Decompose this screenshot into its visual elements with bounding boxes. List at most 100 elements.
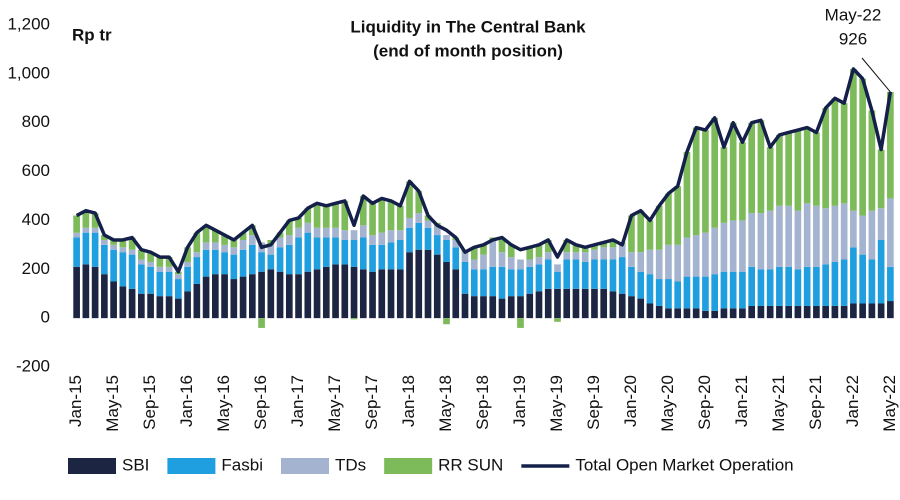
bar bbox=[628, 252, 635, 267]
bar bbox=[230, 279, 238, 319]
bar bbox=[332, 227, 339, 238]
bar bbox=[276, 271, 284, 319]
bar bbox=[822, 264, 829, 306]
x-tick-label: Sep-20 bbox=[695, 375, 714, 430]
x-tick-label: May-22 bbox=[880, 375, 899, 432]
bar bbox=[248, 235, 256, 245]
x-tick-label: Sep-16 bbox=[251, 375, 270, 430]
bar bbox=[887, 301, 894, 319]
bar bbox=[591, 288, 598, 319]
legend-item: Fasbi bbox=[167, 455, 263, 474]
bar bbox=[646, 249, 654, 275]
y-tick-label: 0 bbox=[41, 308, 50, 327]
bar bbox=[175, 274, 182, 280]
bar bbox=[739, 308, 746, 319]
bar bbox=[341, 200, 349, 231]
bar bbox=[498, 252, 506, 267]
bar bbox=[822, 108, 829, 209]
bar bbox=[295, 227, 302, 238]
bar bbox=[480, 244, 487, 255]
bar bbox=[165, 257, 173, 267]
bar bbox=[563, 239, 571, 253]
bar bbox=[840, 103, 848, 204]
legend-swatch bbox=[167, 458, 216, 474]
legend-item: SBI bbox=[68, 455, 149, 474]
bar bbox=[628, 296, 635, 319]
bar bbox=[572, 252, 580, 260]
bar bbox=[369, 271, 376, 319]
bar bbox=[850, 210, 857, 248]
bar bbox=[138, 293, 145, 319]
bar bbox=[674, 244, 682, 282]
bar bbox=[628, 215, 635, 253]
bar bbox=[156, 296, 164, 319]
bar bbox=[766, 269, 774, 306]
bar bbox=[313, 269, 321, 319]
bar bbox=[572, 288, 580, 319]
legend-label: Fasbi bbox=[221, 455, 263, 474]
bar bbox=[757, 269, 765, 306]
bar bbox=[350, 230, 358, 240]
bar bbox=[184, 261, 191, 267]
bar bbox=[683, 237, 691, 277]
bar bbox=[859, 303, 866, 319]
bar bbox=[82, 227, 90, 233]
bar bbox=[230, 239, 238, 248]
y-tick-label: 800 bbox=[22, 112, 50, 131]
bar bbox=[813, 132, 820, 206]
bar bbox=[91, 232, 99, 267]
bar bbox=[831, 261, 839, 306]
bar bbox=[683, 308, 691, 319]
bar bbox=[803, 266, 811, 306]
bar bbox=[443, 318, 450, 325]
bar bbox=[470, 259, 478, 270]
bar bbox=[489, 239, 497, 267]
bar bbox=[322, 237, 330, 267]
bar bbox=[702, 232, 709, 277]
bar bbox=[221, 274, 228, 319]
bar bbox=[766, 210, 774, 270]
bar bbox=[748, 213, 755, 267]
x-tick-label: Sep-19 bbox=[584, 375, 603, 430]
x-tick-label: May-19 bbox=[547, 375, 566, 432]
x-tick-label: May-15 bbox=[103, 375, 122, 432]
bar bbox=[304, 222, 312, 233]
bar bbox=[202, 276, 210, 319]
bar bbox=[322, 205, 330, 228]
bar bbox=[415, 213, 423, 223]
bar bbox=[794, 269, 802, 306]
bar bbox=[128, 254, 136, 289]
bar bbox=[748, 122, 755, 214]
bar bbox=[554, 318, 561, 322]
bar bbox=[572, 244, 580, 253]
bar bbox=[572, 259, 580, 289]
bar bbox=[248, 225, 256, 236]
bar bbox=[128, 237, 136, 250]
bar bbox=[711, 310, 719, 319]
bar bbox=[785, 266, 792, 306]
bar bbox=[212, 242, 219, 250]
bar bbox=[350, 239, 358, 267]
bar bbox=[267, 244, 275, 255]
bar bbox=[258, 271, 265, 319]
legend-label: Total Open Market Operation bbox=[575, 455, 793, 474]
bar bbox=[739, 220, 746, 272]
bar bbox=[359, 269, 367, 319]
bar bbox=[766, 305, 774, 319]
bar bbox=[156, 257, 164, 267]
bar bbox=[859, 78, 866, 216]
bar bbox=[489, 296, 497, 319]
bar bbox=[748, 266, 755, 306]
bar bbox=[138, 259, 145, 265]
bar bbox=[526, 259, 534, 267]
bar bbox=[776, 266, 783, 306]
bar bbox=[101, 235, 108, 240]
bar bbox=[887, 198, 894, 267]
bar bbox=[332, 237, 339, 265]
bar bbox=[165, 296, 173, 319]
bar bbox=[850, 247, 857, 304]
bar bbox=[230, 254, 238, 280]
bar bbox=[276, 237, 284, 248]
bar bbox=[600, 288, 608, 319]
bar bbox=[239, 276, 247, 319]
